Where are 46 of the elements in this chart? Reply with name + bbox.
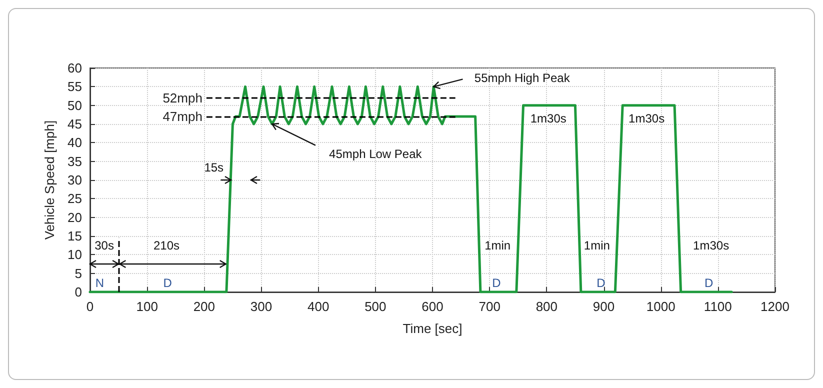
- y-tick-label: 10: [68, 247, 82, 262]
- annotation: 55mph High Peak: [474, 71, 571, 86]
- line-series: [88, 85, 733, 294]
- x-tick-label: 400: [307, 299, 330, 314]
- annotation: D: [163, 276, 172, 290]
- annotation: D: [596, 276, 606, 290]
- x-tick-label: 100: [136, 299, 158, 314]
- annotation: 15s: [204, 160, 224, 175]
- annotation: 30s: [94, 238, 114, 253]
- x-tick-label: 0: [86, 299, 94, 314]
- y-tick-label: 45: [68, 116, 82, 132]
- x-tick-label: 1200: [760, 299, 790, 314]
- x-tick-label: 300: [250, 299, 272, 314]
- annotation: 1m30s: [628, 111, 665, 126]
- annotation: D: [704, 276, 714, 290]
- x-tick-label: 200: [193, 299, 216, 314]
- annotation: 1m30s: [693, 238, 730, 253]
- annotation: 1min: [584, 238, 610, 253]
- annotation: N: [95, 276, 104, 290]
- y-tick-label: 25: [68, 191, 82, 206]
- y-axis-title: Vehicle Speed [mph]: [42, 120, 57, 240]
- x-tick-label: 700: [478, 299, 500, 314]
- y-tick-label: 5: [74, 266, 82, 281]
- annotation: 1min: [484, 238, 511, 253]
- annotation: 45mph Low Peak: [329, 146, 423, 161]
- annotation: 210s: [153, 238, 180, 253]
- x-tick-label: 1000: [646, 299, 676, 314]
- x-axis-title: Time [sec]: [402, 321, 462, 336]
- y-tick-label: 35: [68, 154, 82, 169]
- y-tick-label: 15: [68, 228, 82, 244]
- x-tick-label: 500: [364, 299, 386, 314]
- ref-line-label: 52mph: [162, 90, 202, 106]
- x-tick-label: 900: [592, 299, 615, 314]
- y-tick-label: 40: [68, 135, 82, 150]
- y-tick-label: 20: [68, 210, 82, 225]
- x-tick-label: 1100: [704, 299, 732, 314]
- y-tick-label: 50: [68, 98, 82, 113]
- annotation: D: [492, 276, 502, 290]
- annotation: 1m30s: [530, 111, 566, 126]
- y-tick-label: 55: [68, 79, 82, 94]
- x-tick-label: 600: [422, 299, 444, 314]
- y-tick-label: 0: [74, 284, 82, 300]
- ref-line-label: 47mph: [162, 109, 202, 124]
- y-tick-label: 60: [68, 60, 82, 76]
- y-tick-label: 30: [68, 172, 82, 188]
- x-tick-label: 800: [536, 299, 558, 314]
